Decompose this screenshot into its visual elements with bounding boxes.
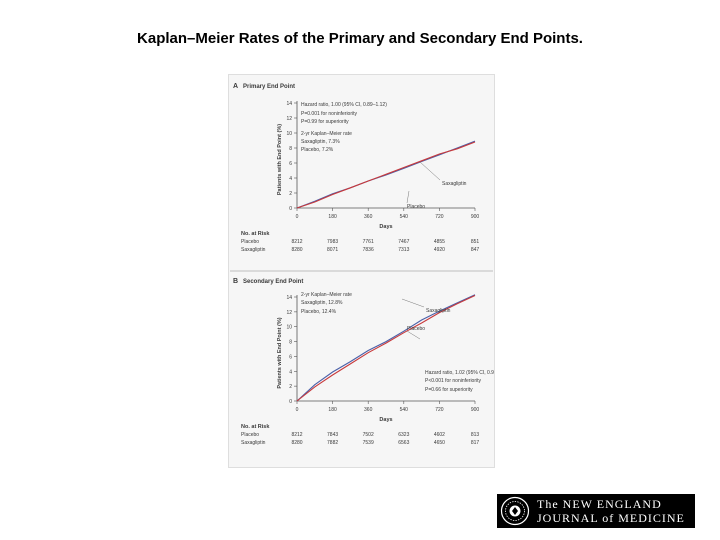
- panel-title: Secondary End Point: [243, 279, 303, 285]
- curve-label-saxagliptin: Saxagliptin: [442, 181, 467, 187]
- curve-label-leader: [406, 190, 410, 204]
- risk-table-row-label: Placebo: [241, 432, 259, 438]
- x-tick-label: 540: [400, 214, 409, 220]
- y-tick-label: 6: [289, 161, 292, 167]
- journal-logo: The NEW ENGLAND JOURNAL of MEDICINE: [497, 494, 695, 528]
- risk-table-cell: 6323: [398, 432, 409, 438]
- risk-table-cell: 847: [471, 247, 480, 253]
- journal-seal-icon: [500, 496, 530, 526]
- curve-label-placebo: Placebo: [407, 204, 425, 210]
- risk-table-row-label: Saxagliptin: [241, 247, 266, 253]
- curve-label-leader: [406, 330, 421, 340]
- km-figure-svg: A Primary End Point 0 2 4 6 8 10 12 14 0 180 360 540 7…: [230, 83, 494, 446]
- x-tick-label: 720: [435, 407, 444, 413]
- logo-line-2: JOURNAL of MEDICINE: [537, 511, 685, 525]
- annotation-line: 2-yr Kaplan–Meier rate: [301, 131, 352, 137]
- risk-table-cell: 4855: [434, 239, 445, 245]
- y-tick-label: 6: [289, 354, 292, 360]
- x-tick-label: 720: [435, 214, 444, 220]
- y-axis-title: Patients with End Point (%): [277, 317, 283, 388]
- series-line-saxagliptin: [296, 294, 476, 402]
- risk-table-cell: 7539: [363, 440, 374, 446]
- panel-label: A: [233, 83, 238, 90]
- risk-table-cell: 4650: [434, 440, 445, 446]
- panel-title: Primary End Point: [243, 84, 295, 90]
- x-tick-label: 180: [328, 214, 337, 220]
- y-tick-label: 8: [289, 146, 292, 152]
- risk-table-cell: 8280: [291, 247, 302, 253]
- annotation-line: Saxagliptin, 12.8%: [301, 300, 343, 306]
- x-tick-label: 360: [364, 407, 373, 413]
- y-axis-title: Patients with End Point (%): [277, 124, 283, 195]
- risk-table-row-label: Placebo: [241, 239, 259, 245]
- annotation-line: P=0.001 for noninferiority: [301, 111, 358, 117]
- y-tick-label: 10: [286, 325, 292, 331]
- risk-table-cell: 7467: [398, 239, 409, 245]
- curve-label-leader: [419, 161, 441, 181]
- panel-label: B: [233, 278, 238, 285]
- x-tick-label: 180: [328, 407, 337, 413]
- risk-table-cell: 8071: [327, 247, 338, 253]
- annotation-line: 2-yr Kaplan–Meier rate: [301, 292, 352, 298]
- risk-table-cell: 8280: [291, 440, 302, 446]
- risk-table-cell: 817: [471, 440, 480, 446]
- risk-table-header: No. at Risk: [241, 424, 270, 430]
- annotation-line: P=0.99 for superiority: [301, 119, 349, 125]
- risk-table-cell: 4602: [434, 432, 445, 438]
- y-tick-label: 0: [289, 206, 292, 212]
- risk-table-cell: 7313: [398, 247, 409, 253]
- y-tick-label: 0: [289, 399, 292, 405]
- x-tick-label: 540: [400, 407, 409, 413]
- risk-table-cell: 7502: [363, 432, 374, 438]
- series-line-placebo: [296, 141, 476, 209]
- slide-title: Kaplan–Meier Rates of the Primary and Se…: [137, 30, 583, 47]
- x-tick-label: 900: [471, 407, 480, 413]
- x-axis-title: Days: [379, 224, 392, 230]
- annotation-line: Placebo, 12.4%: [301, 309, 337, 315]
- risk-table-cell: 7843: [327, 432, 338, 438]
- risk-table-cell: 6563: [398, 440, 409, 446]
- annotation-line: P<0.001 for noninferiority: [425, 378, 482, 384]
- y-tick-label: 12: [286, 116, 292, 122]
- risk-table-row-label: Saxagliptin: [241, 440, 266, 446]
- y-tick-label: 12: [286, 310, 292, 316]
- risk-table-cell: 7761: [363, 239, 374, 245]
- y-tick-label: 14: [286, 295, 292, 301]
- curve-label-leader: [401, 298, 425, 308]
- y-tick-label: 8: [289, 340, 292, 346]
- annotation-line: Saxagliptin, 7.3%: [301, 139, 340, 145]
- risk-table-cell: 7882: [327, 440, 338, 446]
- risk-table-header: No. at Risk: [241, 231, 270, 237]
- x-tick-label: 360: [364, 214, 373, 220]
- annotation-line: Placebo, 7.2%: [301, 147, 334, 153]
- risk-table-cell: 7983: [327, 239, 338, 245]
- risk-table-cell: 7836: [363, 247, 374, 253]
- curve-label-placebo: Placebo: [407, 326, 425, 332]
- x-tick-label: 0: [296, 214, 299, 220]
- km-figure: A Primary End Point 0 2 4 6 8 10 12 14 0 180 360 540 7…: [228, 74, 495, 468]
- y-tick-label: 4: [289, 176, 292, 182]
- annotation-line: P=0.66 for superiority: [425, 387, 473, 393]
- x-tick-label: 900: [471, 214, 480, 220]
- x-axis-title: Days: [379, 417, 392, 423]
- risk-table-cell: 851: [471, 239, 480, 245]
- risk-table-cell: 4920: [434, 247, 445, 253]
- risk-table-cell: 8212: [291, 432, 302, 438]
- risk-table-cell: 8212: [291, 239, 302, 245]
- annotation-line: Hazard ratio, 1.02 (95% CI, 0.94–1.11): [425, 370, 494, 376]
- y-tick-label: 14: [286, 101, 292, 107]
- y-tick-label: 2: [289, 191, 292, 197]
- y-tick-label: 2: [289, 384, 292, 390]
- curve-label-saxagliptin: Saxagliptin: [426, 308, 451, 314]
- y-tick-label: 10: [286, 131, 292, 137]
- risk-table-cell: 813: [471, 432, 480, 438]
- annotation-line: Hazard ratio, 1.00 (95% CI, 0.89–1.12): [301, 102, 387, 108]
- y-tick-label: 4: [289, 369, 292, 375]
- logo-line-1: The NEW ENGLAND: [537, 497, 662, 511]
- x-tick-label: 0: [296, 407, 299, 413]
- series-line-placebo: [296, 295, 476, 402]
